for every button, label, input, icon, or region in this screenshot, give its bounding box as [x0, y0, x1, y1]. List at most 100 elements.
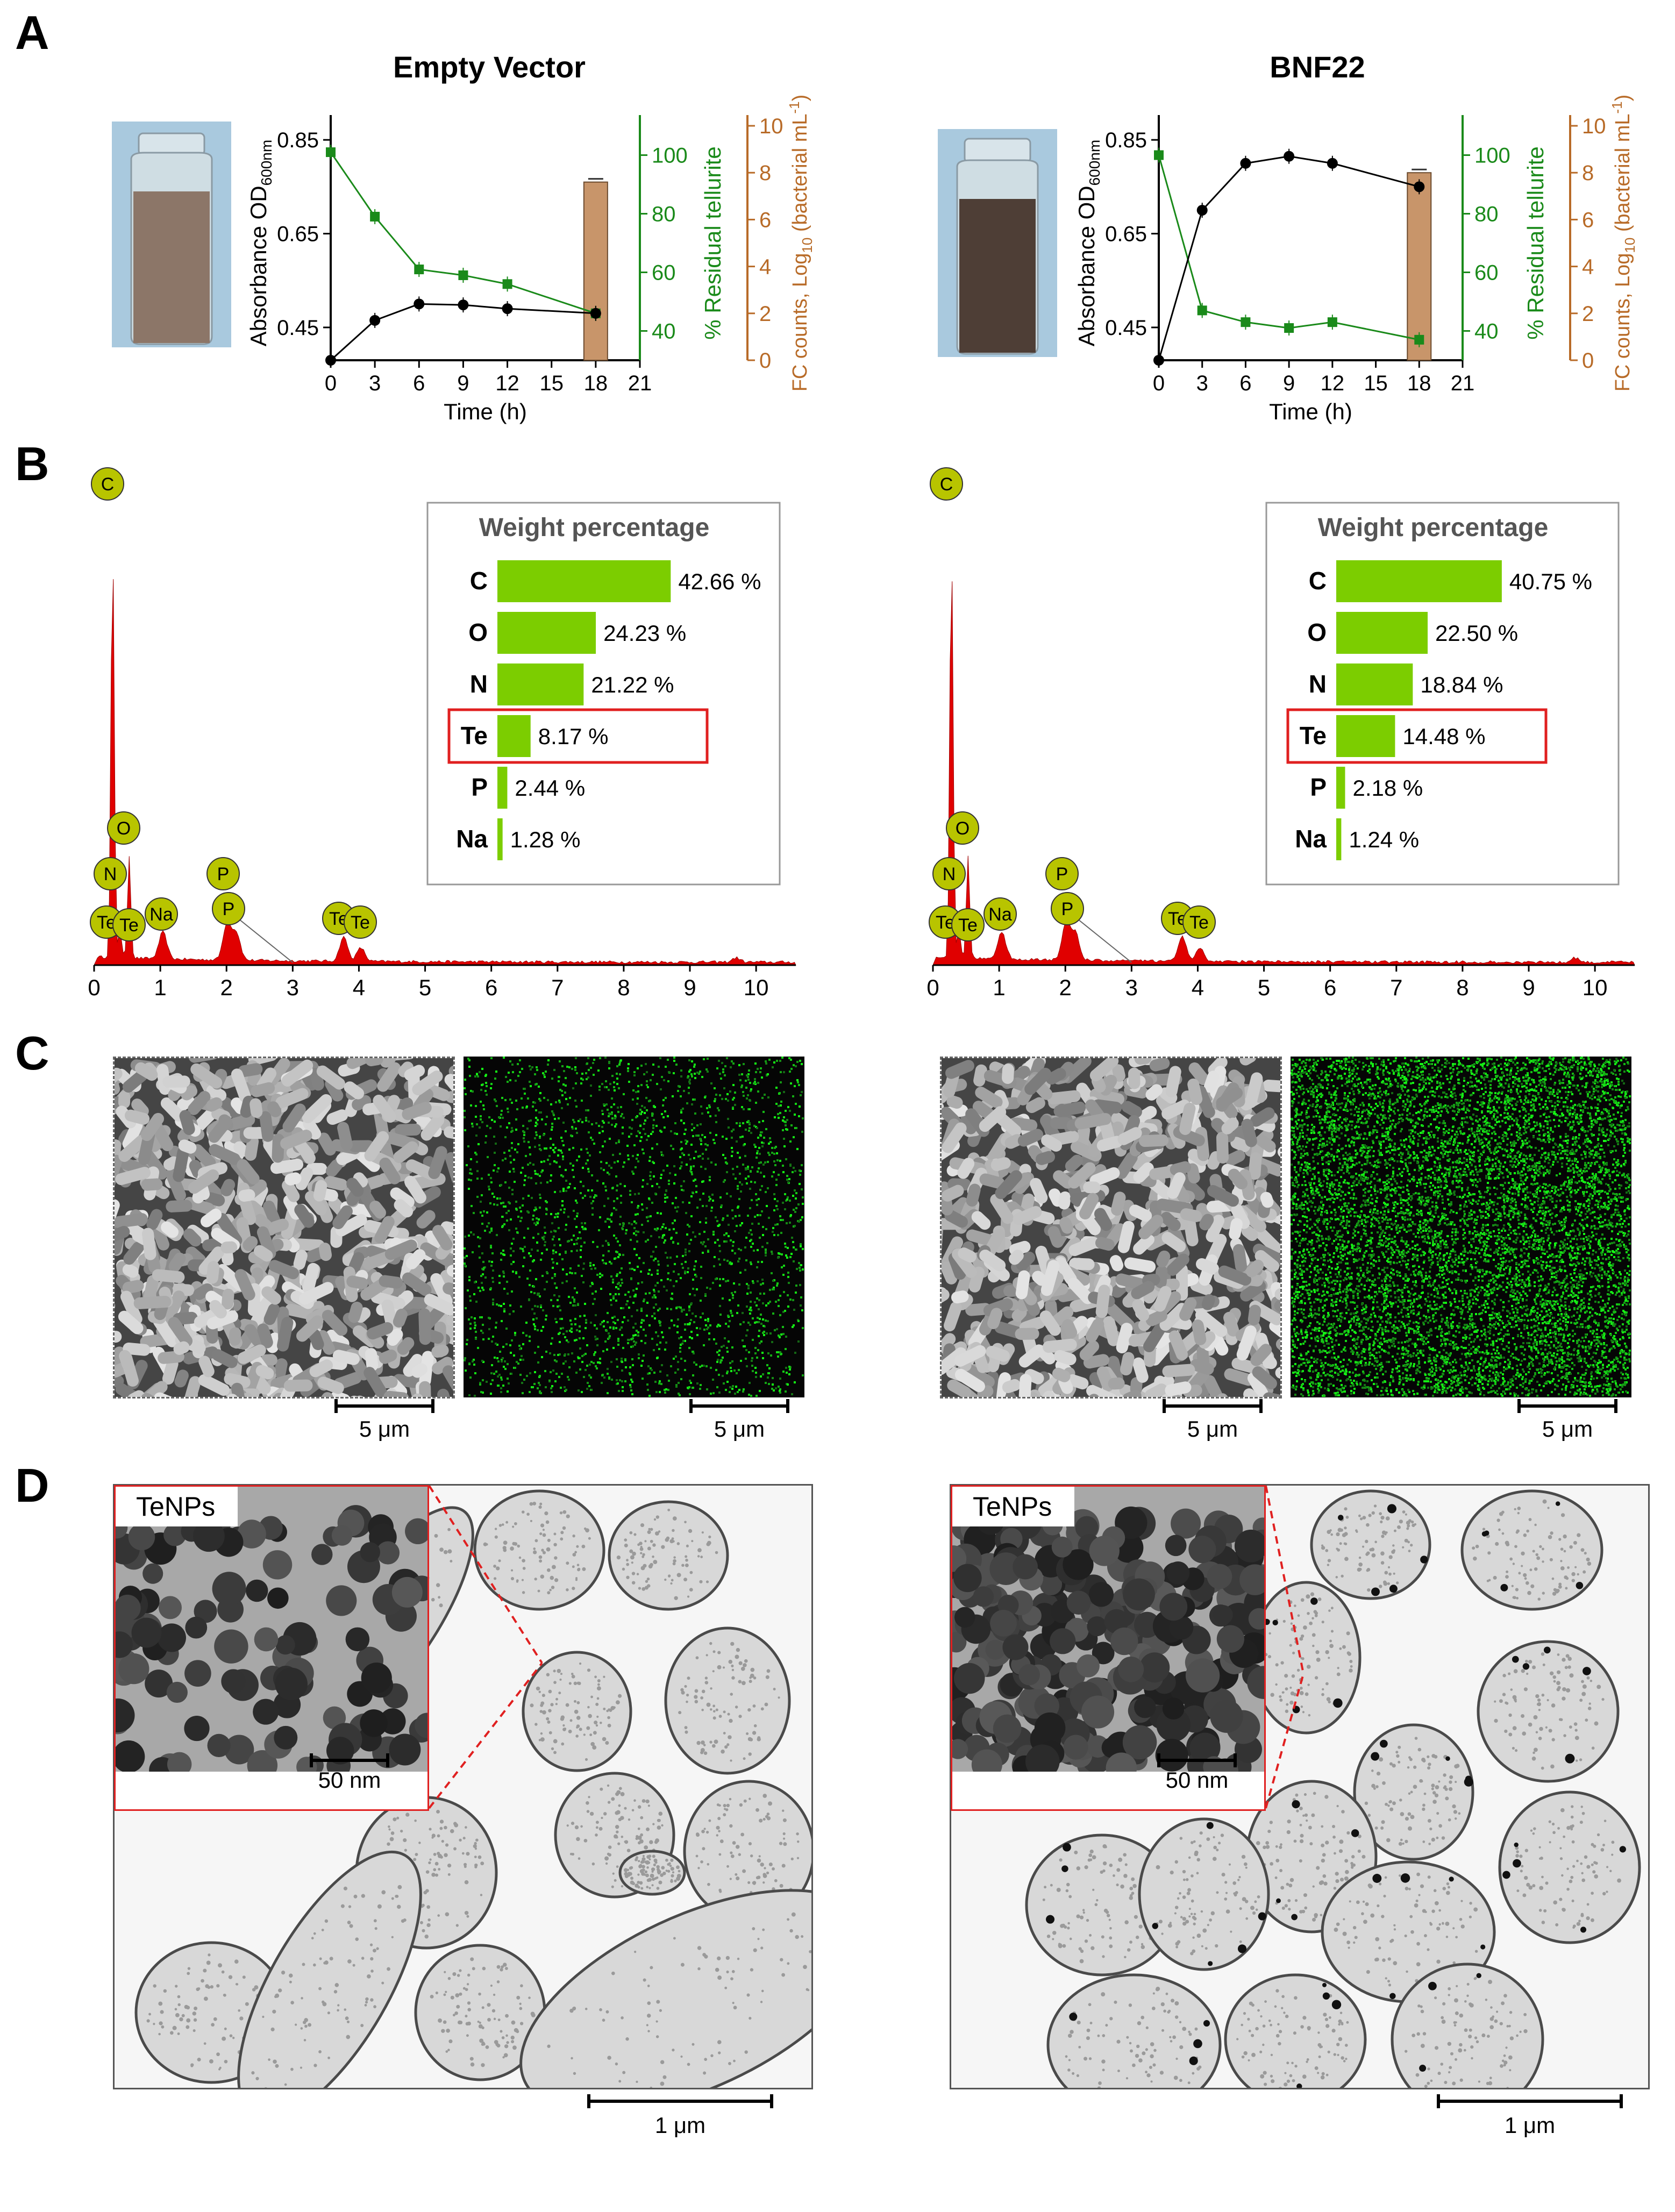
te-signal-pixel — [696, 1334, 698, 1336]
te-signal-pixel — [490, 1287, 492, 1289]
te-signal-pixel — [479, 1071, 481, 1073]
te-signal-pixel — [559, 1318, 561, 1320]
te-signal-pixel — [1353, 1258, 1355, 1260]
te-signal-pixel — [683, 1122, 685, 1124]
te-signal-pixel — [780, 1071, 782, 1073]
te-signal-pixel — [660, 1151, 662, 1153]
te-signal-pixel — [746, 1329, 749, 1331]
te-signal-pixel — [561, 1065, 564, 1067]
te-signal-pixel — [517, 1063, 519, 1065]
te-signal-pixel — [596, 1338, 598, 1340]
y-right2-tick-label: 6 — [759, 208, 771, 232]
te-signal-pixel — [652, 1064, 654, 1066]
te-signal-pixel — [758, 1335, 760, 1337]
te-signal-pixel — [715, 1216, 717, 1218]
te-signal-pixel — [795, 1192, 797, 1194]
te-signal-pixel — [1456, 1149, 1458, 1151]
te-signal-pixel — [723, 1240, 725, 1243]
te-signal-pixel — [601, 1126, 603, 1128]
element-badge — [951, 908, 985, 941]
te-signal-pixel — [662, 1169, 665, 1172]
sem-rod — [1252, 1225, 1280, 1254]
te-signal-pixel — [723, 1087, 725, 1089]
sem-rod — [444, 1126, 453, 1140]
te-signal-pixel — [1510, 1381, 1512, 1383]
te-signal-pixel — [1370, 1239, 1372, 1241]
te-signal-pixel — [500, 1125, 502, 1128]
te-signal-pixel — [608, 1122, 610, 1124]
te-signal-pixel — [761, 1185, 763, 1187]
te-signal-pixel — [1627, 1367, 1629, 1369]
weight-bar — [497, 818, 503, 860]
te-signal-pixel — [622, 1390, 624, 1392]
te-signal-pixel — [761, 1279, 764, 1281]
te-signal-pixel — [668, 1380, 670, 1382]
te-signal-pixel — [750, 1307, 752, 1309]
te-signal-pixel — [619, 1153, 621, 1155]
sem-rod — [206, 1310, 238, 1330]
te-signal-pixel — [590, 1067, 592, 1069]
te-signal-pixel — [561, 1282, 564, 1284]
te-signal-pixel — [464, 1359, 466, 1361]
weight-row-value: 1.24 % — [1349, 827, 1419, 852]
te-signal-pixel — [560, 1150, 562, 1152]
te-signal-pixel — [732, 1062, 735, 1065]
te-signal-pixel — [1519, 1096, 1521, 1098]
te-signal-pixel — [758, 1330, 760, 1332]
te-signal-pixel — [1414, 1169, 1416, 1171]
te-signal-pixel — [1601, 1148, 1603, 1151]
te-signal-pixel — [653, 1312, 655, 1315]
te-signal-pixel — [492, 1336, 494, 1338]
te-signal-pixel — [559, 1190, 561, 1193]
te-signal-pixel — [1495, 1165, 1497, 1167]
te-signal-pixel — [1323, 1366, 1325, 1368]
sem-rod — [1167, 1172, 1186, 1199]
te-signal-pixel — [743, 1321, 745, 1323]
te-signal-pixel — [604, 1086, 606, 1088]
te-signal-pixel — [522, 1332, 524, 1334]
te-signal-pixel — [509, 1313, 511, 1315]
te-signal-pixel — [739, 1224, 742, 1226]
element-badge-label: Na — [149, 904, 173, 925]
sem-rod — [294, 1204, 315, 1228]
te-signal-pixel — [654, 1285, 657, 1287]
te-signal-pixel — [1567, 1170, 1569, 1172]
te-signal-pixel — [788, 1178, 790, 1180]
te-signal-pixel — [565, 1360, 567, 1362]
sem-rod — [1161, 1232, 1186, 1252]
te-signal-pixel — [798, 1221, 800, 1223]
te-signal-pixel — [464, 1262, 466, 1265]
te-signal-pixel — [793, 1260, 795, 1262]
te-signal-pixel — [771, 1253, 773, 1255]
te-signal-pixel — [691, 1337, 693, 1339]
te-signal-pixel — [749, 1100, 751, 1102]
te-signal-pixel — [599, 1358, 601, 1360]
sem-rod — [1156, 1250, 1171, 1268]
te-signal-pixel — [633, 1144, 636, 1146]
te-signal-pixel — [747, 1166, 749, 1168]
te-signal-pixel — [490, 1393, 492, 1395]
te-signal-pixel — [523, 1134, 525, 1136]
sem-rod — [144, 1275, 159, 1303]
te-signal-pixel — [1526, 1186, 1528, 1188]
te-signal-pixel — [476, 1196, 479, 1198]
weight-row-element: N — [470, 670, 488, 698]
te-signal-pixel — [1306, 1216, 1308, 1218]
te-signal-pixel — [781, 1057, 783, 1059]
te-signal-pixel — [481, 1215, 483, 1217]
te-signal-pixel — [561, 1140, 564, 1142]
te-signal-pixel — [1416, 1182, 1419, 1184]
te-signal-pixel — [583, 1262, 585, 1265]
te-signal-pixel — [1548, 1162, 1550, 1164]
te-signal-pixel — [1450, 1072, 1452, 1074]
te-signal-pixel — [776, 1159, 779, 1161]
te-signal-pixel — [511, 1147, 513, 1149]
te-signal-pixel — [693, 1268, 695, 1271]
te-signal-pixel — [521, 1217, 523, 1219]
te-signal-pixel — [613, 1081, 615, 1083]
sem-rod — [1216, 1087, 1243, 1109]
te-signal-pixel — [753, 1250, 755, 1252]
sem-rod — [318, 1132, 336, 1156]
te-signal-pixel — [571, 1352, 573, 1354]
te-signal-pixel — [735, 1386, 737, 1388]
